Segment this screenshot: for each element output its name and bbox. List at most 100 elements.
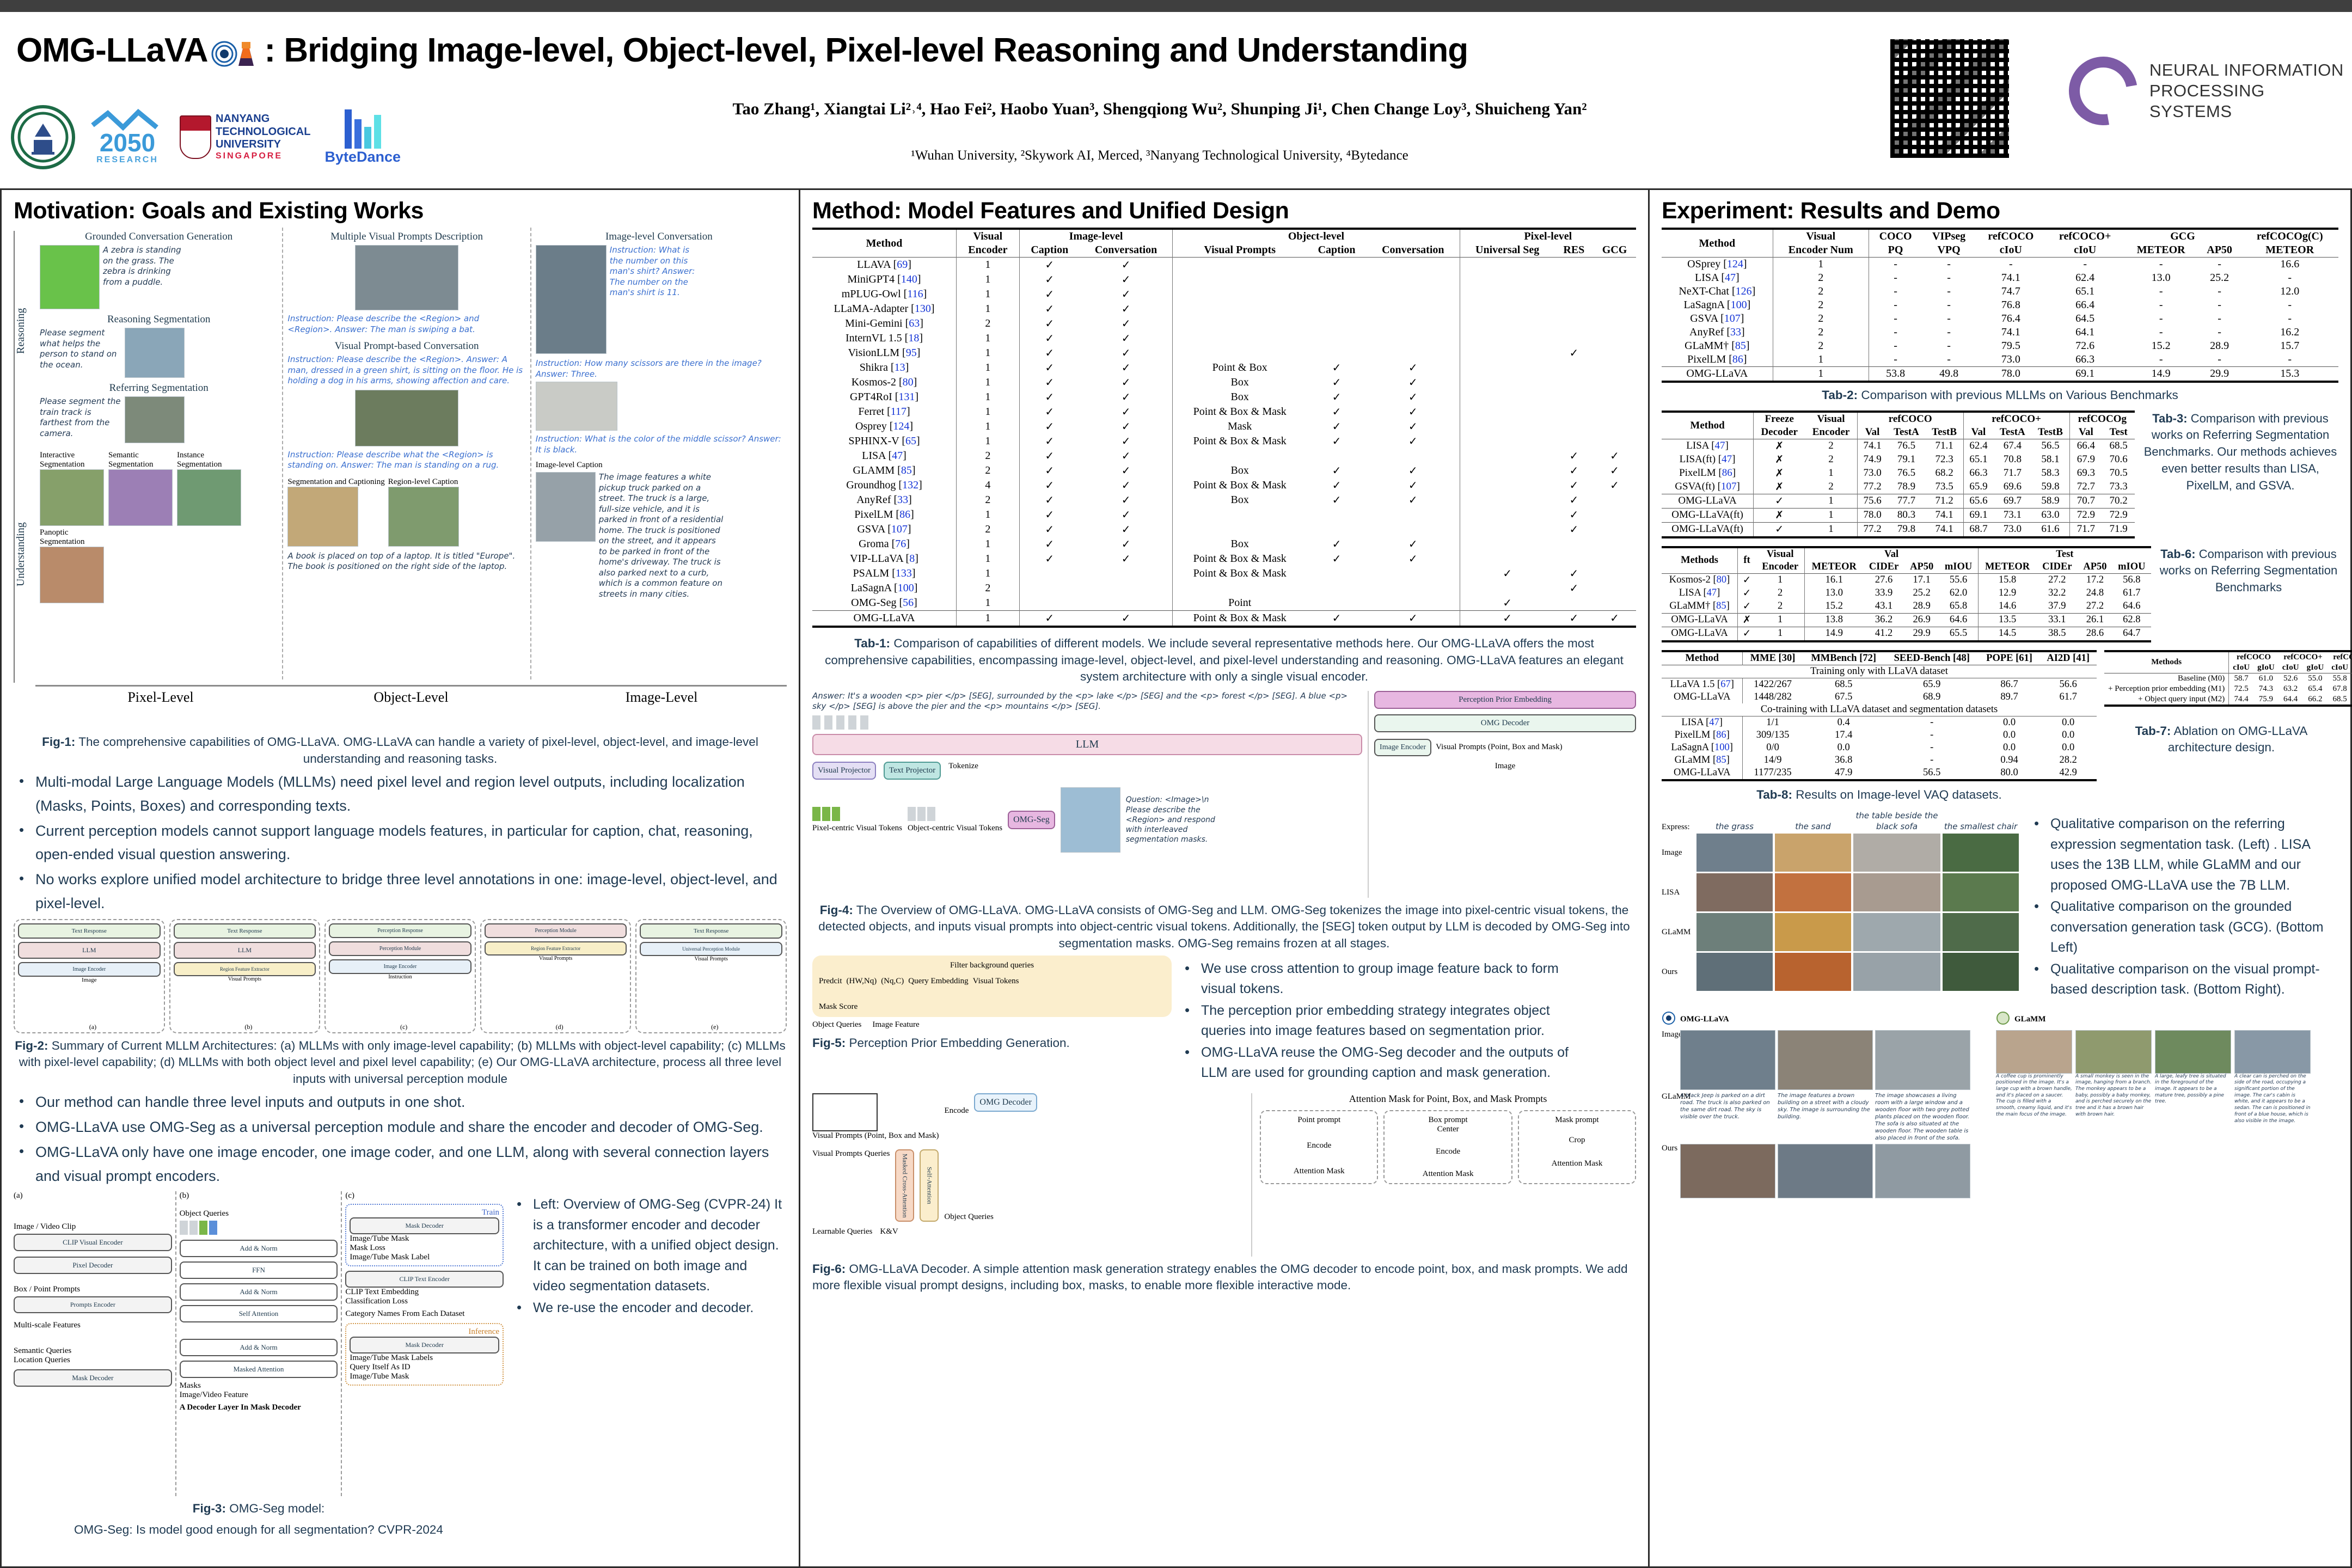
fig3c-clip-text-encoder-box: CLIP Text Encoder [345, 1271, 504, 1288]
table-cell [1555, 272, 1593, 287]
table-cell-method: GSVA [107] [1690, 313, 1744, 324]
table-6-sub-miou-val: mIOU [1944, 561, 1973, 572]
table-6-col-ft: ft [1737, 547, 1756, 574]
fig3c-train-label: Train [482, 1208, 500, 1217]
table-cell: 56.5 [1923, 767, 1941, 778]
vp-demo-panel: GLaMM A coffee cup is prominently positi… [1996, 1011, 2323, 1125]
table-6-sub-encoder: Encoder [1762, 561, 1799, 572]
table-cell: 0.0 [2003, 716, 2016, 728]
table-cell [1367, 258, 1460, 273]
ntu-line-3: UNIVERSITY [216, 138, 281, 151]
table-row: PixelLM [86] 1 ✓ ✓ ✓ [812, 507, 1636, 522]
table-2-col-refcocop: refCOCO+ [2059, 230, 2111, 242]
table-2-body: OSprey [124] 1- - - - - -16.6 LISA [47] 2- -74.1 6… [1662, 257, 2338, 382]
table-cell: Point & Box & Mask [1172, 405, 1307, 419]
table-cell: 72.6 [2075, 340, 2095, 352]
table-cell: 64.7 [2123, 628, 2141, 639]
fig1-text-region-standing: Instruction: Please describe what the <R… [287, 449, 499, 470]
table-cell: - [2083, 258, 2087, 270]
table-cell [1080, 566, 1173, 581]
table-cell: 65.5 [1949, 628, 1968, 639]
fig4-token-icon [848, 715, 856, 730]
neurips-mark-icon [2055, 43, 2151, 139]
table-cell: 0.0 [2062, 729, 2075, 740]
table-3-sub-encoder: Encoder [1812, 426, 1850, 438]
table-cell: 63.2 [2283, 684, 2298, 693]
fig2-panel-a: Text Response LLM Image Encoder Image (a… [14, 918, 165, 1033]
table-cell: 37.9 [2048, 601, 2066, 612]
table-row: InternVL 1.5 [18] 1 ✓ ✓ [812, 331, 1636, 346]
table-cell: 1 [956, 302, 1020, 316]
table-cell: - [2159, 313, 2163, 324]
table-7-caption-tag: Tab-7: [2135, 724, 2171, 738]
table-cell: 69.1 [2075, 367, 2095, 379]
table-cell: - [2218, 258, 2221, 270]
fig6-box-prompt-panel: Box prompt Center Encode Attention Mask [1383, 1110, 1512, 1184]
fig1-text-truck-caption: The image features a white pickup truck … [598, 472, 724, 599]
table-2-col-vipseg: VIPseg [1932, 230, 1966, 242]
fig4-pixel-token-icon [822, 806, 830, 821]
demo-image-cell [1943, 913, 2019, 952]
table-cell [1172, 449, 1307, 463]
demo-image-cell [1853, 953, 1940, 991]
table-row: LaSagnA [100] 2- -76.8 66.4- - - [1662, 298, 2338, 312]
table-cell: ✓ [1019, 360, 1080, 375]
table-cell: ✓ [1408, 406, 1418, 418]
fig1-axis-label-object: Object-Level [373, 689, 449, 705]
table-cell [1459, 434, 1555, 449]
table-cell: ✓ [1332, 377, 1342, 389]
table-cell-method: LLAVA [69] [857, 259, 911, 271]
fig5-query-embedding-label: Query Embedding [908, 976, 969, 985]
table-3-col-visual: Visual [1817, 413, 1845, 425]
table-cell: 70.8 [2003, 454, 2022, 465]
figure-5-row: Filter background queries Predcit (HW,Nq… [812, 955, 1636, 1088]
table-2-sub-meteor: METEOR [2136, 244, 2185, 256]
table-6-group-val: Val [1804, 547, 1979, 561]
table-row: SPHINX-V [65] 1 ✓ ✓ Point & Box & Mask ✓ ✓ [812, 434, 1636, 449]
fig3b-masks-label: Masks [179, 1381, 201, 1391]
fig2c-instruction-label: Instruction [388, 973, 412, 980]
table-cell: 73.1 [2003, 509, 2022, 521]
table-cell: 0.0 [2003, 742, 2016, 753]
table-cell: - [2159, 353, 2163, 365]
qr-code-icon[interactable] [1889, 38, 2010, 159]
table-cell [1555, 390, 1593, 405]
author-list: Tao Zhang¹, Xiangtai Li²˒⁴, Hao Fei², Ha… [732, 99, 1587, 118]
table-cell: 47.9 [1834, 767, 1853, 778]
table-cell [1593, 552, 1636, 566]
table-cell: ✗ [1753, 439, 1805, 453]
table-cell: 74.3 [2258, 684, 2274, 693]
table-cell-method: OMG-LLaVA [1686, 367, 1748, 379]
fig3b-decoder-layer-label: A Decoder Layer In Mask Decoder [179, 1403, 301, 1412]
table-cell: 27.2 [2086, 601, 2104, 612]
fig2a-image-encoder-box: Image Encoder [18, 961, 161, 977]
table-2-sub-ciou-2: cIoU [2074, 244, 2097, 256]
table-cell: ✓ [1019, 493, 1080, 507]
table-7-head: Methods refCOCO refCOCO+ refCOCOg cIoU g… [2104, 651, 2352, 673]
table-7-group-refcocop: refCOCO+ [2283, 652, 2323, 661]
fig2b-llm-box: LLM [173, 941, 316, 959]
table-row: GSVA(ft) [107] ✗ 2 77.2 78.9 73.5 65.9 69.6 59.8… [1662, 480, 2135, 494]
gcg-row-label-glamm: GLaMM [1662, 1092, 1691, 1101]
fig3a-location-queries-label: Location Queries [14, 1356, 70, 1365]
table-cell: ✓ [1610, 450, 1619, 462]
fig1-panel-title-multi-vp: Multiple Visual Prompts Description [330, 231, 483, 242]
table-cell: 63.0 [2041, 509, 2060, 521]
fig1-panel-object-level: Multiple Visual Prompts Description Inst… [283, 228, 531, 679]
fig3b-token-icon [179, 1221, 188, 1235]
table-7-sub-giou-2: gIoU [2306, 663, 2324, 672]
demo-row-label: Image [1662, 848, 1682, 857]
table-cell [1307, 287, 1367, 302]
table-cell: 16.1 [1804, 573, 1864, 587]
table-2-col-refcocog: refCOCOg(C) [2256, 230, 2323, 242]
motivation-bullet-list-b: Our method can handle three level inputs… [14, 1089, 787, 1188]
table-cell: ✓ [1408, 494, 1418, 506]
table-cell: 27.2 [2048, 574, 2066, 586]
table-cell: 15.8 [1977, 573, 2037, 587]
demo-row-label: GLaMM [1662, 927, 1691, 936]
table-row: mPLUG-Owl [116] 1 ✓ ✓ [812, 287, 1636, 302]
table-cell [1555, 537, 1593, 552]
fig2e-universal-perception-box: Universal Perception Module [640, 941, 782, 956]
table-cell-method: NeXT-Chat [126] [1679, 285, 1756, 297]
table-7-group-refcoco: refCOCO [2228, 651, 2278, 663]
